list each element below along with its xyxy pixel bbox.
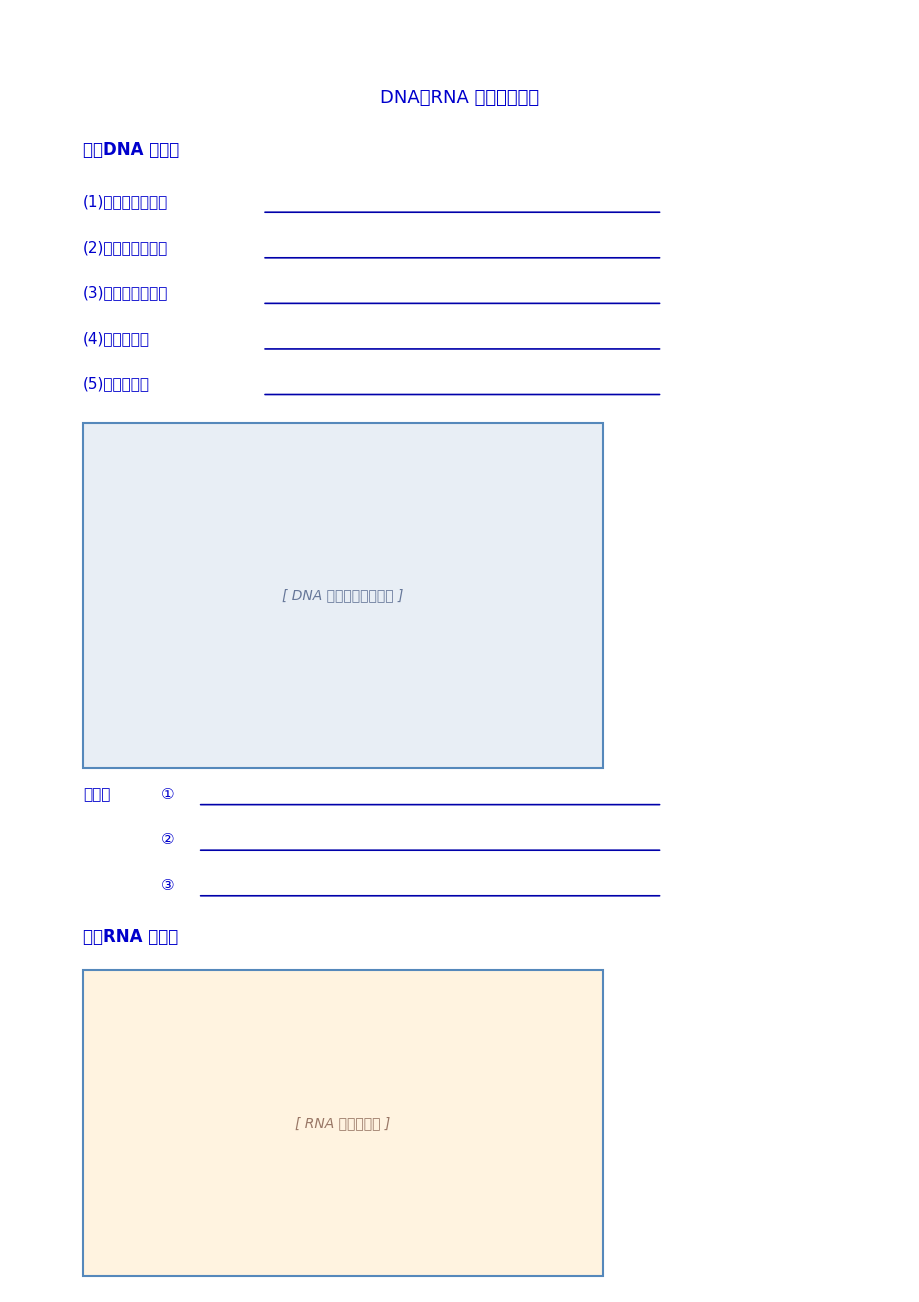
Text: (5)空间结构：: (5)空间结构： <box>83 376 150 392</box>
Text: [ DNA 双螺旋结构示意图 ]: [ DNA 双螺旋结构示意图 ] <box>282 589 403 603</box>
Text: (4)一级结构：: (4)一级结构： <box>83 331 150 346</box>
Text: [ RNA 结构示意图 ]: [ RNA 结构示意图 ] <box>295 1116 390 1130</box>
Text: DNA、RNA 的结构及基因: DNA、RNA 的结构及基因 <box>380 89 539 107</box>
Text: (2)基本组成物质：: (2)基本组成物质： <box>83 240 168 255</box>
Text: (1)基本元素组成：: (1)基本元素组成： <box>83 194 168 210</box>
Text: (3)基本结构单位：: (3)基本结构单位： <box>83 285 168 301</box>
Text: 一、DNA 的结构: 一、DNA 的结构 <box>83 141 179 159</box>
FancyBboxPatch shape <box>83 970 602 1276</box>
Text: ③: ③ <box>161 878 175 893</box>
Text: ①: ① <box>161 786 175 802</box>
Text: 二、RNA 的结构: 二、RNA 的结构 <box>83 928 178 947</box>
Text: 特点：: 特点： <box>83 786 110 802</box>
Text: ②: ② <box>161 832 175 848</box>
FancyBboxPatch shape <box>83 423 602 768</box>
